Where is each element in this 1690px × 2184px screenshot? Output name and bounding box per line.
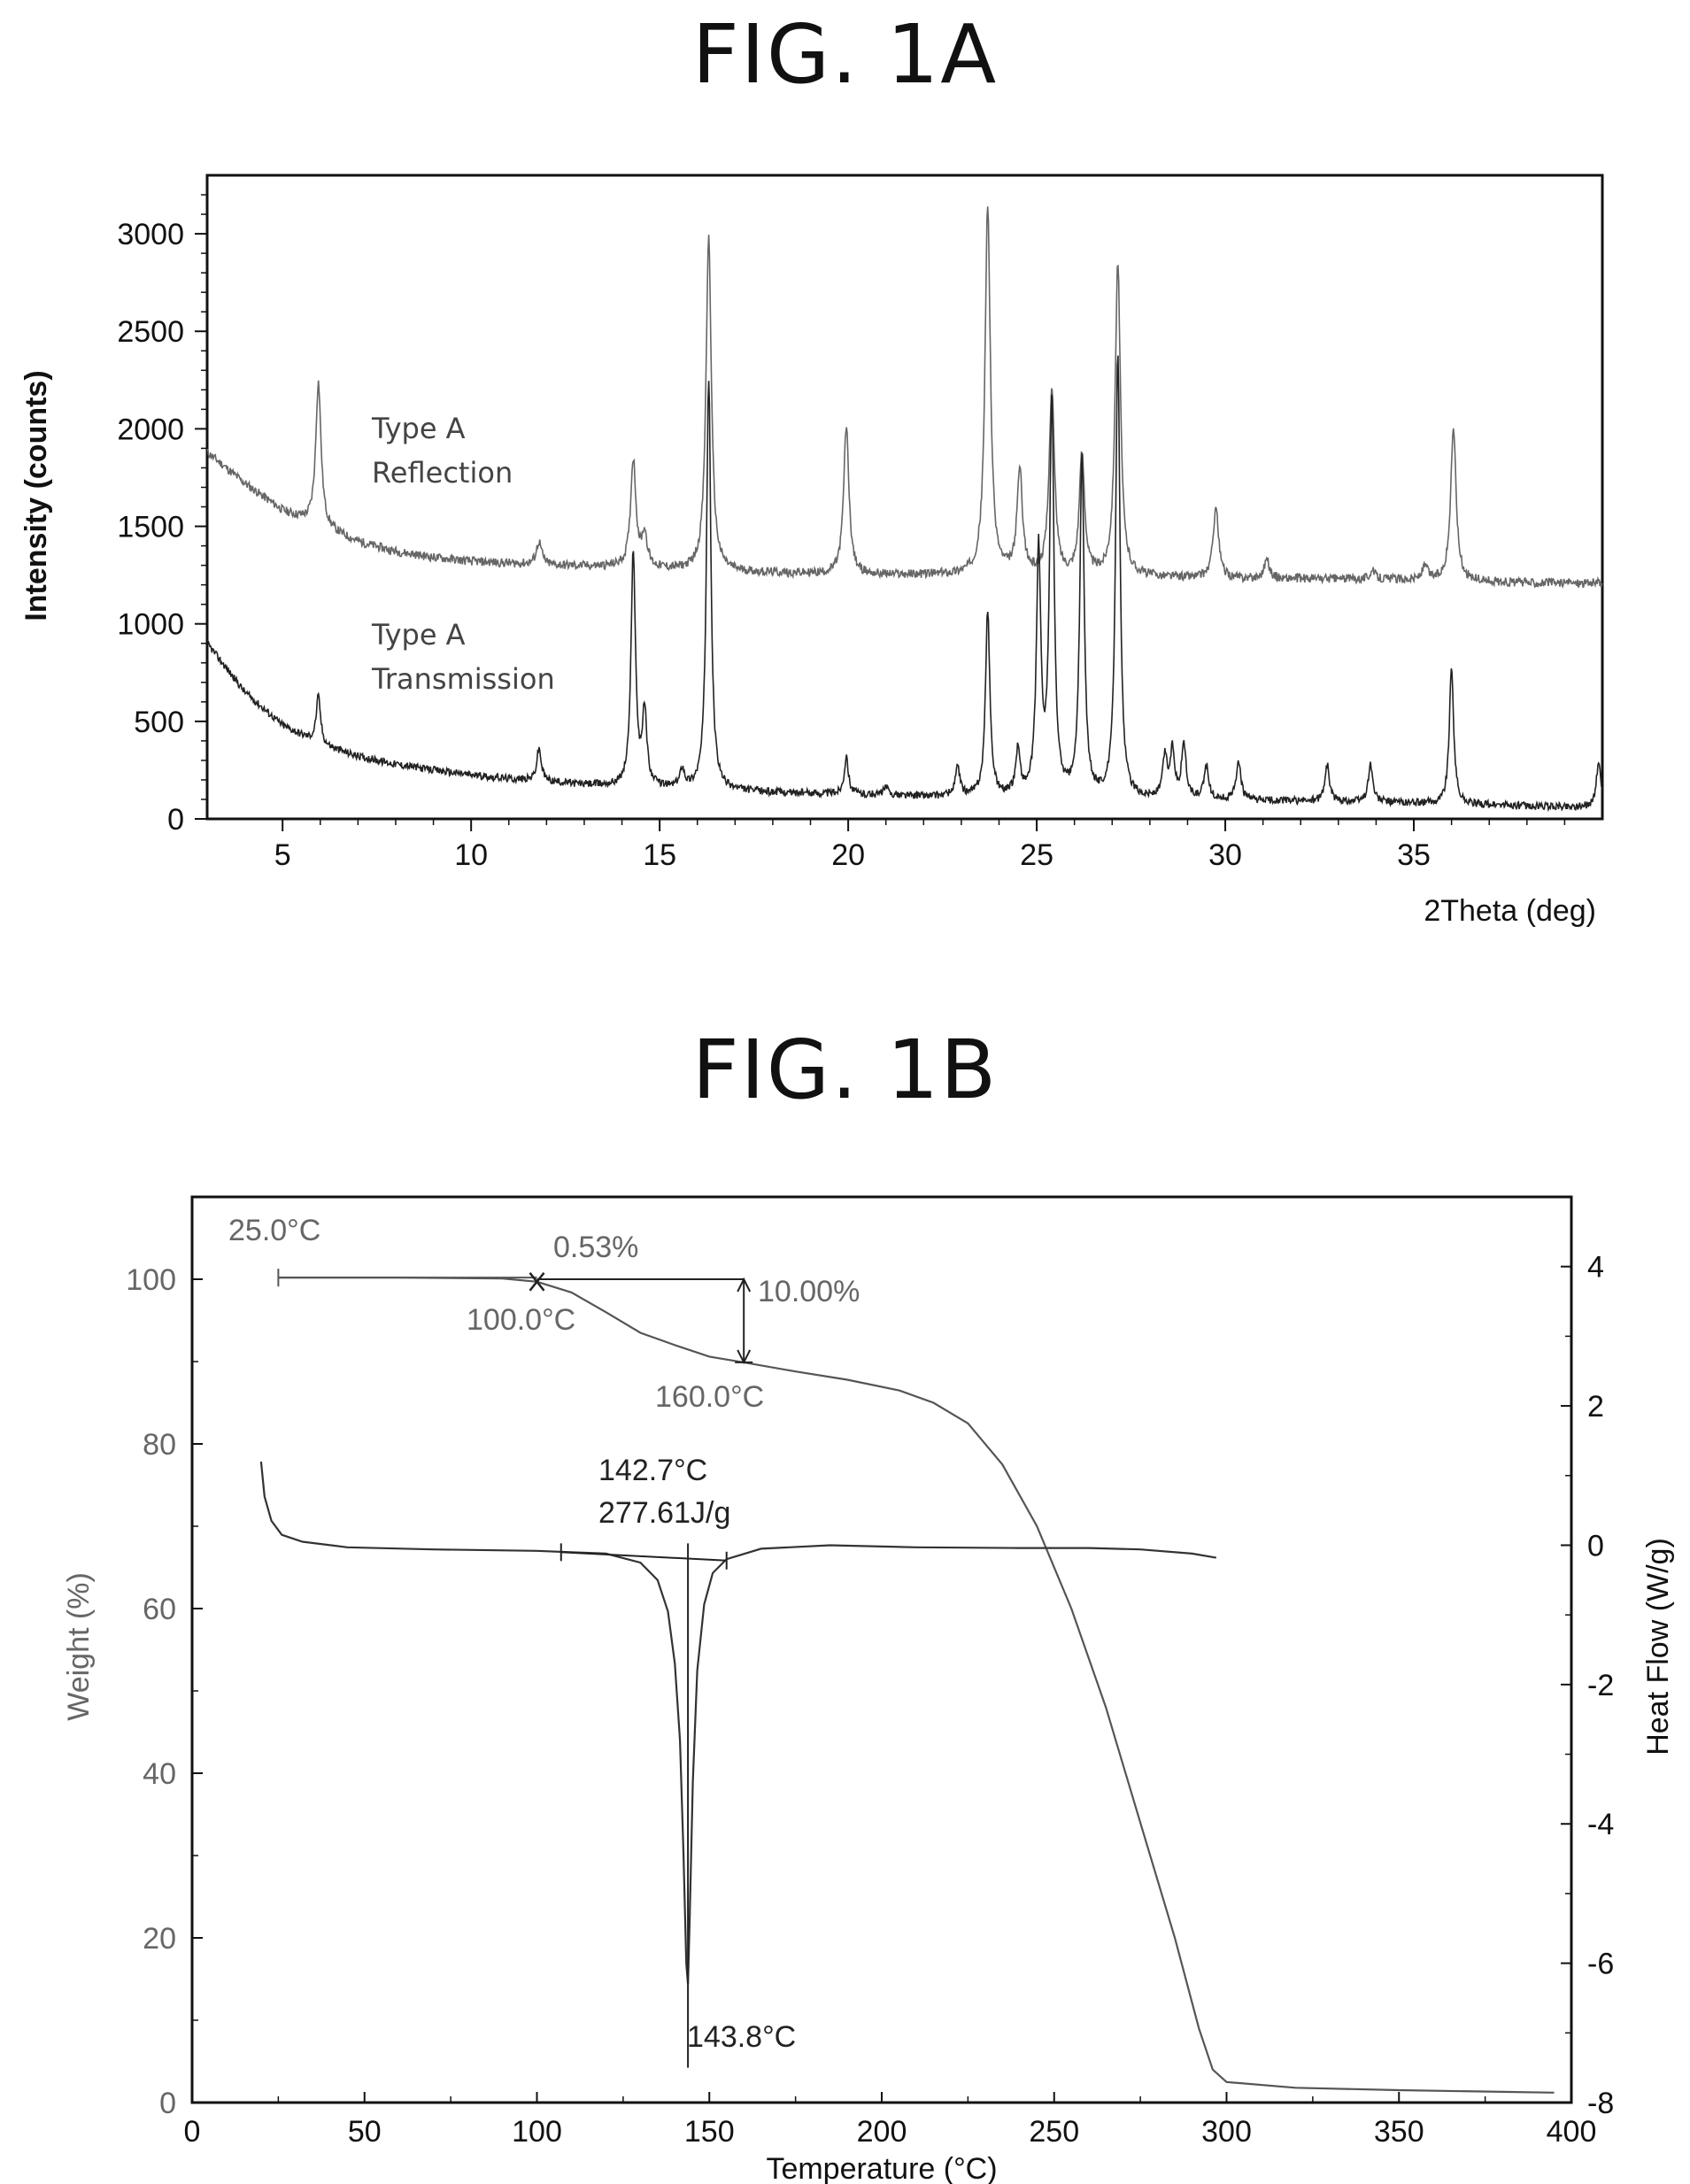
y-tick-label: 1500: [117, 511, 184, 544]
series-label-transmission-line1: Type A: [371, 618, 466, 652]
x-tick-label: 10: [454, 838, 488, 872]
series-label-reflection-line2: Reflection: [372, 456, 513, 490]
x-tick-label: 30: [1208, 838, 1242, 872]
x-tick-label: 300: [1201, 2115, 1252, 2149]
series-weight-line: [278, 1277, 1555, 2094]
x-tick-label: 35: [1397, 838, 1431, 872]
series-label-transmission-line2: Transmission: [371, 662, 555, 696]
x-tick-label: 350: [1374, 2115, 1424, 2149]
y-tick-label: 0: [159, 2087, 176, 2120]
x-tick-label: 15: [643, 838, 676, 872]
y-tick-label: 2500: [117, 315, 184, 349]
x-tick-label: 50: [348, 2115, 382, 2149]
integration-baseline: [560, 1551, 727, 1562]
x-axis-ticks: 0 50 100 150 200 250 300 350 400: [184, 2092, 1597, 2149]
y-axis-title: Intensity (counts): [19, 370, 53, 621]
y-axis-title-right: Heat Flow (W/g): [1641, 1538, 1675, 1756]
x-tick-label: 5: [274, 838, 291, 872]
y-tick-label: 0: [167, 803, 184, 837]
plot-frame: [205, 174, 1604, 821]
figure-1b-title: FIG. 1B: [691, 1023, 999, 1117]
y2-tick-label: 0: [1587, 1529, 1604, 1563]
y2-tick-label: -4: [1587, 1808, 1614, 1841]
y2-tick-label: -8: [1587, 2087, 1614, 2120]
x-tick-label: 250: [1029, 2115, 1079, 2149]
y-axis-ticks-right: -8 -6 -4 -2 0 2 4: [1561, 1251, 1614, 2120]
x-tick-label: 20: [831, 838, 865, 872]
series-label-reflection-line1: Type A: [371, 412, 466, 445]
y-tick-label: 40: [143, 1757, 176, 1791]
annot-onset-temp: 142.7°C: [598, 1454, 707, 1487]
y-tick-label: 500: [134, 706, 184, 739]
y-tick-label: 2000: [117, 413, 184, 446]
y-axis-title-left: Weight (%): [62, 1572, 96, 1721]
annotation-marks: [277, 1269, 753, 2068]
annot-loss-start: 100.0°C: [467, 1303, 575, 1337]
y-tick-label: 100: [126, 1263, 176, 1297]
annot-loss-total: 10.00%: [758, 1275, 860, 1308]
arrow-head-up: [737, 1277, 752, 1293]
annot-loss-pct: 0.53%: [553, 1231, 638, 1264]
series-lines: [206, 206, 1603, 813]
series-transmission-line: [206, 355, 1603, 813]
annot-start-temp: 25.0°C: [228, 1214, 320, 1247]
y-tick-label: 3000: [117, 218, 184, 251]
series-reflection-line: [206, 206, 1603, 589]
series-heatflow-line: [259, 1461, 1216, 1985]
x-axis-title: Temperature (°C): [766, 2152, 997, 2184]
x-axis-ticks: 5 10 15 20 25 30 35: [274, 819, 1566, 872]
x-tick-label: 100: [512, 2115, 562, 2149]
y2-tick-label: 2: [1587, 1390, 1604, 1424]
plot-frame: [190, 1195, 1573, 2104]
y-tick-label: 80: [143, 1428, 176, 1462]
series-lines: [259, 1277, 1555, 2094]
x-tick-label: 150: [684, 2115, 735, 2149]
y-axis-ticks-left: 0 20 40 60 80 100: [126, 1196, 203, 2120]
x-tick-label: 200: [857, 2115, 907, 2149]
x-axis-title: 2Theta (deg): [1424, 894, 1596, 928]
annot-loss-end: 160.0°C: [655, 1380, 764, 1414]
x-tick-label: 0: [184, 2115, 201, 2149]
y2-tick-label: -2: [1587, 1669, 1614, 1702]
y2-tick-label: 4: [1587, 1251, 1604, 1285]
annot-enthalpy: 277.61J/g: [598, 1496, 730, 1530]
y-axis-ticks: 0 500 1000 1500 2000 2500 3000: [117, 194, 207, 837]
y-tick-label: 60: [143, 1593, 176, 1626]
y-tick-label: 1000: [117, 608, 184, 642]
xrpd-chart: 5 10 15 20 25 30 35 0 500 1000 1500 2000 2500 3000 2…: [19, 174, 1604, 928]
x-tick-label: 400: [1547, 2115, 1597, 2149]
figure-1a-title: FIG. 1A: [691, 7, 999, 102]
annot-peak-temp: 143.8°C: [687, 2020, 796, 2054]
y-tick-label: 20: [143, 1922, 176, 1956]
x-tick-label: 25: [1020, 838, 1053, 872]
y2-tick-label: -6: [1587, 1948, 1614, 1981]
cross-marker: [529, 1272, 545, 1292]
